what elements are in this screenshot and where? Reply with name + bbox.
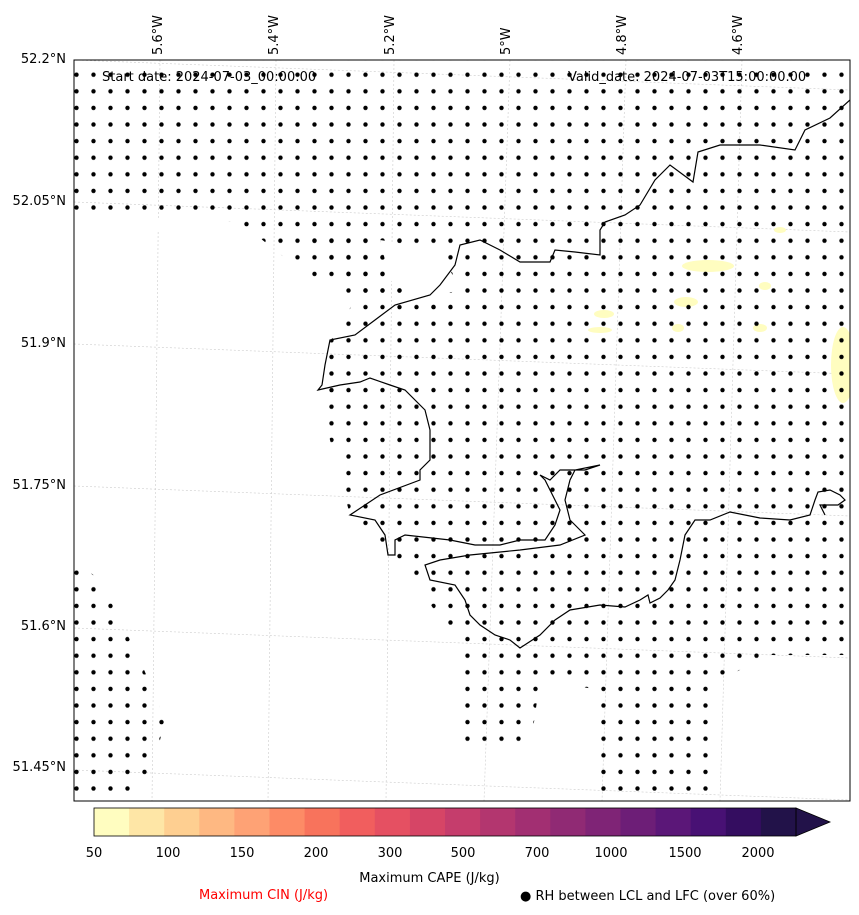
colorbar-segment (129, 808, 165, 836)
colorbar-segment (550, 808, 586, 836)
colorbar-segment (304, 808, 341, 836)
colorbar-segment (269, 808, 306, 836)
lat-label-52.05n: 52.05°N (12, 194, 66, 209)
colorbar-tick: 1500 (668, 846, 702, 861)
colorbar-tick: 500 (450, 846, 476, 861)
colorbar-segment (760, 808, 797, 836)
lat-label-52.2n: 52.2°N (20, 52, 66, 67)
rh-stippling (74, 60, 850, 801)
colorbar-segment (620, 808, 657, 836)
colorbar-segment (374, 808, 411, 836)
lon-label-4.8w: 4.8°W (615, 14, 630, 55)
lon-label-5.6w: 5.6°W (151, 14, 166, 55)
coastline (316, 99, 850, 649)
colorbar-segment (690, 808, 727, 836)
lon-label-5.4w: 5.4°W (267, 14, 282, 55)
colorbar-segment (515, 808, 551, 836)
rh-legend-label: ● RH between LCL and LFC (over 60%) (520, 889, 776, 904)
colorbar-segment (94, 808, 130, 836)
colorbar-segment (234, 808, 270, 836)
map-frame (73, 59, 851, 802)
colorbar-tick: 50 (85, 846, 103, 861)
colorbar-segment (199, 808, 235, 836)
colorbar-tick: 300 (377, 846, 403, 861)
valid-date-label: Valid_date: 2024-07-03T15:00:00.00 (568, 70, 807, 85)
lat-label-51.45n: 51.45°N (12, 760, 66, 775)
colorbar-tick: 700 (524, 846, 550, 861)
lat-label-51.9n: 51.9°N (20, 336, 66, 351)
colorbar-extend-arrow (795, 807, 832, 837)
colorbar-segment (409, 808, 446, 836)
colorbar-frame (93, 807, 797, 837)
lon-label-5w: 5°W (499, 27, 514, 55)
cin-legend-label: Maximum CIN (J/kg) (199, 888, 329, 903)
colorbar-segment (339, 808, 376, 836)
colorbar-segment (164, 808, 200, 836)
colorbar-label: Maximum CAPE (J/kg) (359, 871, 500, 886)
colorbar-tick: 100 (155, 846, 181, 861)
cape-colorbar (94, 808, 797, 836)
colorbar-segment (585, 808, 621, 836)
colorbar-segment (480, 808, 516, 836)
colorbar-segment (655, 808, 692, 836)
lat-label-51.6n: 51.6°N (20, 619, 66, 634)
colorbar-tick: 200 (303, 846, 329, 861)
start-date-label: Start date: 2024-07-03_00:00:00 (102, 70, 317, 85)
colorbar-tick: 1000 (594, 846, 628, 861)
lat-label-51.75n: 51.75°N (12, 478, 66, 493)
lon-label-4.6w: 4.6°W (731, 14, 746, 55)
colorbar-segment (445, 808, 481, 836)
colorbar-segment (725, 808, 762, 836)
colorbar-tick: 150 (229, 846, 255, 861)
colorbar-tick: 2000 (741, 846, 775, 861)
lon-label-5.2w: 5.2°W (383, 14, 398, 55)
